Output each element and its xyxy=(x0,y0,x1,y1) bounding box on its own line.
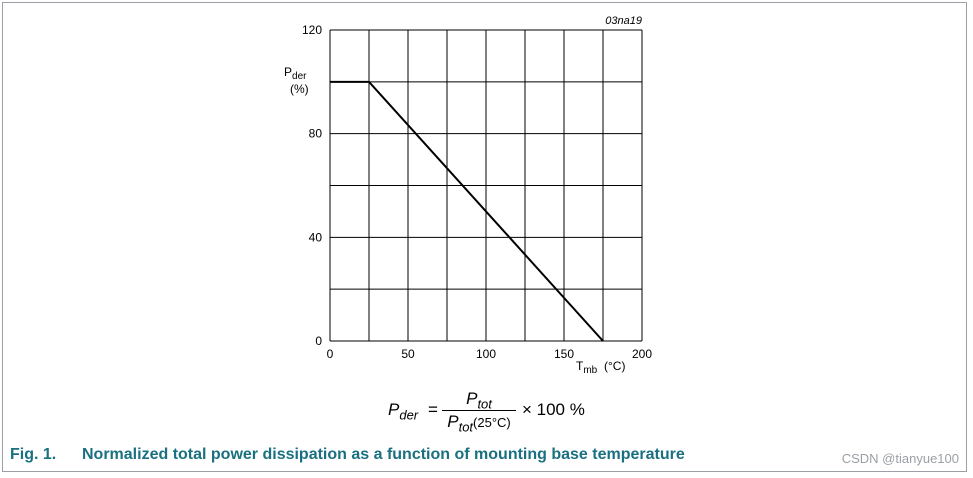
figure-caption: Fig. 1. Normalized total power dissipatio… xyxy=(10,446,685,464)
formula-equals: = xyxy=(428,400,438,419)
x-tick-label: 150 xyxy=(554,347,574,361)
fraction-bar xyxy=(442,410,516,411)
formula-fraction: Ptot Ptot(25°C) xyxy=(440,388,518,435)
figure-number: Fig. 1. xyxy=(10,446,57,463)
y-tick-label: 120 xyxy=(302,23,322,37)
formula-numerator: Ptot xyxy=(466,389,492,412)
figure-title: Normalized total power dissipation as a … xyxy=(82,446,685,463)
series-line xyxy=(330,80,604,342)
figure-frame xyxy=(2,2,967,472)
x-tick-label: 100 xyxy=(476,347,496,361)
y-axis-unit: (%) xyxy=(290,82,309,96)
x-axis-label: Tmb xyxy=(576,359,598,376)
x-tick-label: 200 xyxy=(632,347,652,361)
y-tick-label: 0 xyxy=(315,334,322,348)
y-axis-label: Pder xyxy=(284,65,307,82)
formula-lhs: Pder xyxy=(388,400,419,423)
formula-denominator: Ptot(25°C) xyxy=(447,412,511,435)
chart-code: 03na19 xyxy=(605,15,642,27)
formula-rhs: × 100 % xyxy=(522,400,585,419)
y-tick-label: 80 xyxy=(309,127,323,141)
x-axis-unit: (°C) xyxy=(604,359,625,373)
chart-series xyxy=(330,80,604,342)
chart-ticks: 0 50 100 150 200 0 40 80 120 xyxy=(302,23,652,361)
x-tick-label: 0 xyxy=(327,347,334,361)
chart-grid xyxy=(329,29,643,342)
y-tick-label: 40 xyxy=(309,230,323,244)
watermark: CSDN @tianyue100 xyxy=(841,451,959,466)
x-tick-label: 50 xyxy=(401,347,415,361)
